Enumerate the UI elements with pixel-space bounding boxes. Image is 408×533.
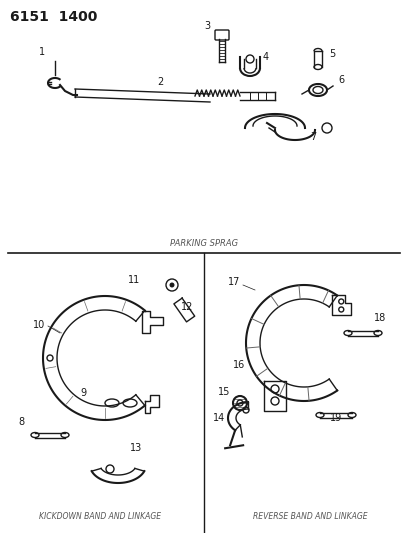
Text: 5: 5 — [329, 49, 335, 59]
Text: 3: 3 — [204, 21, 210, 31]
Text: REVERSE BAND AND LINKAGE: REVERSE BAND AND LINKAGE — [253, 512, 367, 521]
Text: 1: 1 — [39, 47, 45, 57]
Text: 18: 18 — [374, 313, 386, 323]
Text: 14: 14 — [213, 413, 225, 423]
Text: 6151  1400: 6151 1400 — [10, 10, 98, 24]
Text: 12: 12 — [181, 302, 193, 312]
Text: 19: 19 — [330, 413, 342, 423]
Text: 13: 13 — [130, 443, 142, 453]
Text: 6: 6 — [338, 75, 344, 85]
Text: 9: 9 — [80, 388, 86, 398]
Text: PARKING SPRAG: PARKING SPRAG — [170, 238, 238, 247]
Text: 4: 4 — [263, 52, 269, 62]
Text: 17: 17 — [228, 277, 240, 287]
Text: 8: 8 — [18, 417, 24, 427]
Text: 15: 15 — [218, 387, 231, 397]
Text: 16: 16 — [233, 360, 245, 370]
Text: 7: 7 — [310, 132, 316, 142]
Text: 11: 11 — [128, 275, 140, 285]
Text: 10: 10 — [33, 320, 45, 330]
Text: KICKDOWN BAND AND LINKAGE: KICKDOWN BAND AND LINKAGE — [39, 512, 161, 521]
Circle shape — [169, 282, 175, 287]
Text: 2: 2 — [157, 77, 163, 87]
